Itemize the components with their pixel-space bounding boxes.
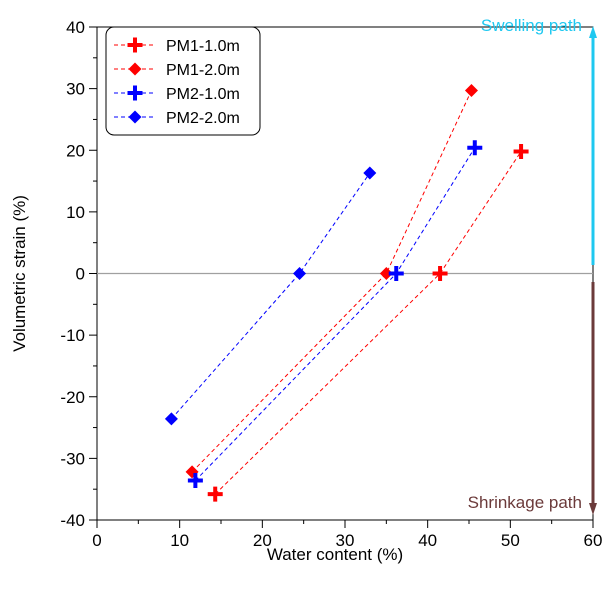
data-point-PM1-2.0m <box>379 267 393 280</box>
y-tick-label: -40 <box>60 511 85 530</box>
series-line-PM2-2.0m <box>171 172 371 420</box>
legend-marker <box>127 85 143 101</box>
x-tick-label: 20 <box>253 531 272 550</box>
x-axis-label: Water content (%) <box>267 545 403 564</box>
swelling-path-label: Swelling path <box>481 16 582 35</box>
legend-label: PM2-2.0m <box>166 110 240 127</box>
legend-marker <box>128 62 142 76</box>
data-point-PM1-1.0m <box>432 266 448 281</box>
x-tick-label: 40 <box>418 531 437 550</box>
data-point-PM2-2.0m <box>293 267 307 280</box>
series-line-PM1-1.0m <box>214 151 522 495</box>
y-axis-label: Volumetric strain (%) <box>10 195 29 352</box>
legend-label: PM2-1.0m <box>166 86 240 103</box>
data-point-PM1-2.0m <box>464 83 478 97</box>
y-tick-label: -30 <box>60 449 85 468</box>
shrinkage-path-label: Shrinkage path <box>468 493 582 512</box>
data-point-PM1-1.0m <box>513 143 529 159</box>
data-point-PM1-1.0m <box>207 486 223 502</box>
legend-marker <box>127 37 143 53</box>
x-tick-label: 50 <box>501 531 520 550</box>
legend-label: PM1-1.0m <box>166 38 240 55</box>
legend-marker <box>128 110 142 124</box>
series-line-PM1-2.0m <box>191 90 472 473</box>
shrinkage-arrowhead <box>589 503 597 515</box>
legend-box <box>105 26 261 136</box>
x-tick-label: 30 <box>336 531 355 550</box>
y-tick-label: 10 <box>66 203 85 222</box>
y-tick-label: 0 <box>76 265 85 284</box>
y-tick-label: 30 <box>66 80 85 99</box>
data-point-PM2-2.0m <box>164 412 178 426</box>
y-tick-label: 20 <box>66 141 85 160</box>
legend-label: PM1-2.0m <box>166 62 240 79</box>
data-point-PM2-1.0m <box>467 140 483 156</box>
y-tick-label: -20 <box>60 388 85 407</box>
swelling-arrowhead <box>589 26 597 38</box>
y-tick-label: -10 <box>60 326 85 345</box>
data-point-PM2-2.0m <box>363 166 377 180</box>
y-tick-label: 40 <box>66 18 85 37</box>
x-tick-label: 10 <box>170 531 189 550</box>
data-point-PM2-1.0m <box>187 473 203 489</box>
series-line-PM2-1.0m <box>195 147 476 481</box>
x-tick-label: 60 <box>584 531 603 550</box>
x-tick-label: 0 <box>92 531 101 550</box>
data-point-PM2-1.0m <box>388 266 404 281</box>
